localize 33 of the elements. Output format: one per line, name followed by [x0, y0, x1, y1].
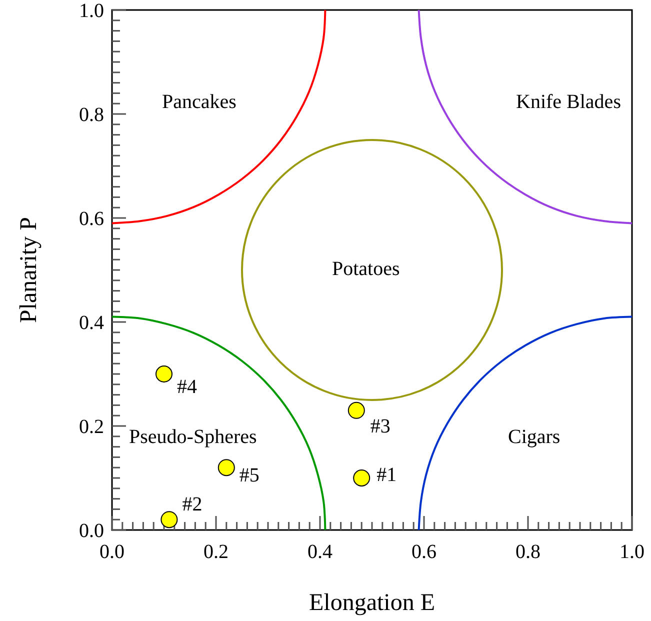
x-tick-label: 0.4 [308, 541, 332, 563]
annotation: #1 [376, 464, 397, 486]
x-tick-label: 0.6 [412, 541, 436, 563]
point [160, 511, 178, 528]
y-tick-label: 0.4 [79, 312, 104, 334]
annotation: Knife Blades [516, 91, 622, 113]
x-tick-label: 0.8 [516, 541, 540, 563]
y-tick-label: 0.2 [79, 416, 104, 438]
annotation: Cigars [508, 426, 560, 448]
x-tick-label: 0.0 [100, 541, 124, 563]
annotation: #5 [239, 464, 260, 487]
annotation: Pancakes [162, 91, 237, 113]
y-tick-label: 0.0 [79, 520, 104, 542]
y-axis-title: Planarity P [16, 217, 42, 323]
line-series [111, 9, 326, 224]
line-series [418, 316, 633, 531]
x-axis-title: Elongation E [309, 590, 435, 616]
y-tick-label: 0.6 [79, 208, 104, 230]
annotation: #3 [370, 415, 390, 438]
annotation: #2 [182, 494, 202, 516]
annotation: Pseudo-Spheres [129, 426, 257, 448]
annotation: Potatoes [332, 258, 400, 280]
line-series [418, 9, 633, 224]
x-tick-label: 0.2 [204, 541, 228, 563]
point [353, 470, 370, 486]
point [348, 402, 365, 419]
annotation: #4 [177, 376, 197, 398]
y-tick-label: 1.0 [79, 0, 104, 22]
y-tick-label: 0.8 [79, 104, 104, 126]
x-tick-label: 1.0 [620, 541, 644, 563]
point [156, 366, 172, 382]
point [218, 459, 235, 476]
line-series [111, 316, 326, 531]
